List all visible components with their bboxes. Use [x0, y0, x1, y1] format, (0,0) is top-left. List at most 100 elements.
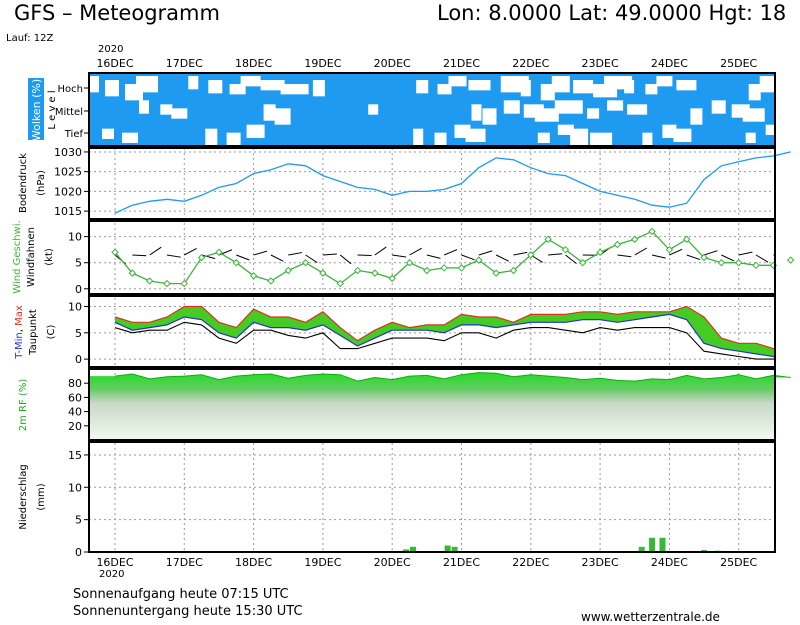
cloud-clear-patch — [590, 132, 613, 149]
cloud-clear-patch — [102, 128, 114, 139]
pressure-panel-bg — [89, 148, 775, 219]
cloud-clear-patch — [587, 108, 600, 119]
cloud-ylabel: Wolken (%) — [30, 79, 43, 141]
temp-ylabel-tmax: Max — [14, 305, 25, 326]
pressure-panel-frame — [88, 147, 776, 220]
humidity-ytick-label: 40 — [68, 406, 82, 419]
wind-barb — [478, 250, 493, 256]
cloud-clear-patch — [765, 124, 780, 135]
wind-speed-point — [128, 269, 137, 277]
cloud-clear-patch — [537, 132, 550, 143]
x-tick-label-top: 16DEC — [96, 57, 133, 70]
wind-speed-point — [544, 235, 552, 243]
precip-bar — [409, 546, 416, 552]
x-tick-label-top: 18DEC — [235, 57, 272, 70]
wind-speed-point — [301, 259, 310, 267]
cloud-clear-patch — [759, 76, 776, 93]
cloud-clear-patch — [205, 128, 218, 145]
precip-bar — [444, 545, 451, 552]
wind-barb — [339, 254, 352, 265]
cloud-clear-patch — [656, 76, 673, 87]
temp-ylabel: T-Min, Max — [14, 305, 25, 360]
wind-speed-point — [319, 269, 327, 277]
cloud-clear-patch — [745, 132, 756, 143]
sunrise-text: Sonnenaufgang heute 07:15 UTC — [73, 587, 289, 602]
wind-speed-point — [353, 266, 362, 275]
temp-unit: (C) — [46, 325, 57, 340]
cloud-clear-patch — [465, 128, 486, 142]
humidity-area — [89, 372, 791, 440]
temp-ylabel-sep: , — [14, 326, 25, 332]
wind-barb — [184, 247, 197, 256]
wind-speed-point — [423, 266, 431, 275]
cloud-clear-patch — [551, 76, 570, 93]
wind-barb — [288, 252, 303, 256]
wind-speed-point — [665, 245, 674, 254]
x-tick-label-top: 19DEC — [304, 57, 341, 70]
x-tick-label-bottom: 21DEC — [443, 556, 480, 569]
wind-speed-point — [405, 259, 414, 267]
temp-ylabel-tmin: T-Min — [14, 332, 25, 360]
temperature-panel-frame — [88, 295, 776, 368]
x-tick-label-bottom: 22DEC — [512, 556, 549, 569]
pressure-ytick-label: 1030 — [54, 146, 82, 159]
wind-speed-point — [527, 251, 535, 259]
cloud-clear-patch — [573, 80, 594, 94]
wind-barb — [548, 253, 563, 256]
cloud-clear-patch — [520, 80, 531, 97]
wind-speed-point — [786, 256, 795, 264]
wind-speed-point — [475, 256, 483, 264]
wind-speed-point — [492, 269, 500, 277]
cloud-clear-patch — [416, 80, 429, 94]
wind-barb — [253, 250, 268, 256]
wind-speed-point — [336, 279, 344, 288]
wind-barb — [617, 254, 632, 258]
cloud-clear-patch — [503, 100, 520, 114]
wind-barb — [374, 246, 387, 256]
wind-speed-point — [180, 279, 189, 288]
cloud-clear-patch — [413, 128, 424, 145]
wind-barb — [755, 254, 769, 263]
humidity-ytick-label: 20 — [68, 420, 82, 433]
wind-speed-point — [111, 248, 119, 256]
wind-barb — [721, 254, 735, 262]
x-tick-label-bottom: 23DEC — [582, 556, 619, 569]
cloud-clear-patch — [742, 108, 765, 122]
cloud-clear-patch — [368, 104, 379, 115]
wind-barb — [270, 254, 284, 262]
wind-barb — [738, 251, 753, 256]
pressure-ytick-label: 1025 — [54, 166, 82, 179]
temp-ylabel2: Taupunkt — [28, 309, 39, 356]
cloud-clear-patch — [534, 108, 559, 122]
level-label-tief: Tief — [64, 129, 84, 140]
wind-speed-point — [596, 248, 604, 256]
wind-barb — [634, 247, 648, 256]
cloud-clear-patch — [208, 80, 223, 94]
cloud-clear-patch — [171, 108, 188, 119]
pressure-ytick-label: 1015 — [54, 205, 82, 218]
run-label: Lauf: 12Z — [6, 33, 54, 44]
x-tick-label-top: 20DEC — [374, 57, 411, 70]
x-tick-label-bottom: 16DEC — [96, 556, 133, 569]
wind-barb — [565, 254, 577, 265]
wind-speed-point — [648, 227, 656, 236]
pressure-unit: (hPa) — [36, 170, 47, 196]
cloud-clear-patch — [280, 84, 309, 95]
level-label-hoch: Hoch — [58, 84, 83, 95]
cloud-clear-patch — [554, 100, 583, 114]
cloud-clear-patch — [570, 128, 589, 145]
wind-speed-point — [232, 259, 240, 267]
wind-barb — [651, 254, 666, 259]
temperature-ytick-label: 10 — [68, 301, 82, 314]
wind-speed-point — [700, 253, 708, 262]
precipitation-ytick-label: 5 — [75, 514, 82, 527]
dewpoint-line — [114, 321, 775, 360]
x-tick-label-bottom: 18DEC — [235, 556, 272, 569]
site-url: www.wetterzentrale.de — [581, 610, 720, 624]
humidity-ytick-label: 60 — [68, 391, 82, 404]
pressure-ylabel: Bodendruck — [18, 153, 29, 213]
wind-ytick-label: 5 — [75, 257, 82, 270]
wind-speed-point — [613, 240, 622, 249]
temp-band — [115, 306, 775, 357]
